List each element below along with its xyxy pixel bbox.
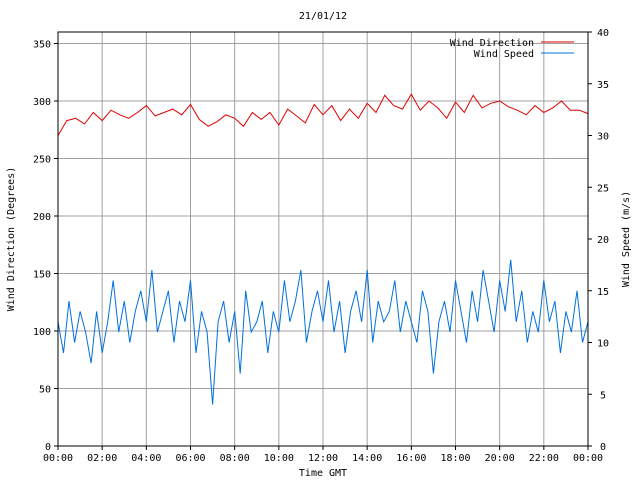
legend-label-speed: Wind Speed: [474, 49, 534, 60]
y-tick-label-left: 100: [33, 327, 51, 338]
grid-lines: [58, 32, 588, 446]
x-tick-label: 06:00: [175, 453, 205, 464]
x-tick-label: 00:00: [573, 453, 603, 464]
chart-title: 21/01/12: [299, 11, 347, 22]
x-tick-label: 04:00: [131, 453, 161, 464]
y-tick-label-left: 0: [45, 442, 51, 453]
y-tick-label-right: 0: [600, 442, 606, 453]
x-tick-label: 02:00: [87, 453, 117, 464]
y-tick-label-right: 30: [597, 132, 609, 143]
x-tick-label: 12:00: [308, 453, 338, 464]
y-tick-label-left: 50: [39, 385, 51, 396]
x-tick-label: 20:00: [485, 453, 515, 464]
series-line-wind-direction: [57, 93, 589, 136]
y-axis-label-right: Wind Speed (m/s): [621, 191, 632, 287]
y-tick-label-right: 20: [597, 235, 609, 246]
x-tick-label: 22:00: [529, 453, 559, 464]
y-tick-label-right: 35: [597, 80, 609, 91]
y-axis-label-left: Wind Direction (Degrees): [6, 167, 17, 312]
x-tick-label: 14:00: [352, 453, 382, 464]
x-tick-label: 00:00: [43, 453, 73, 464]
x-tick-label: 08:00: [220, 453, 250, 464]
x-tick-label: 18:00: [440, 453, 470, 464]
y-tick-label-left: 200: [33, 212, 51, 223]
series-line-wind-speed: [57, 259, 589, 405]
y-tick-label-left: 350: [33, 40, 51, 51]
y-tick-label-right: 15: [597, 287, 609, 298]
legend-label-direction: Wind Direction: [450, 38, 534, 49]
plot-series: [57, 93, 589, 405]
x-tick-label: 16:00: [396, 453, 426, 464]
y-tick-label-left: 250: [33, 155, 51, 166]
x-tick-label: 10:00: [264, 453, 294, 464]
y-tick-label-left: 150: [33, 270, 51, 281]
axis-ticks: 00:00 02:00 04:00 06:00 08:00 10:00 12:00 14:00…: [33, 28, 609, 464]
y-tick-label-right: 25: [597, 183, 609, 194]
y-tick-label-right: 5: [600, 390, 606, 401]
y-tick-label-left: 300: [33, 97, 51, 108]
legend: Wind Direction Wind Speed: [450, 38, 574, 60]
y-tick-label-right: 40: [597, 28, 609, 39]
y-tick-label-right: 10: [597, 339, 609, 350]
x-axis-label: Time GMT: [299, 468, 347, 479]
